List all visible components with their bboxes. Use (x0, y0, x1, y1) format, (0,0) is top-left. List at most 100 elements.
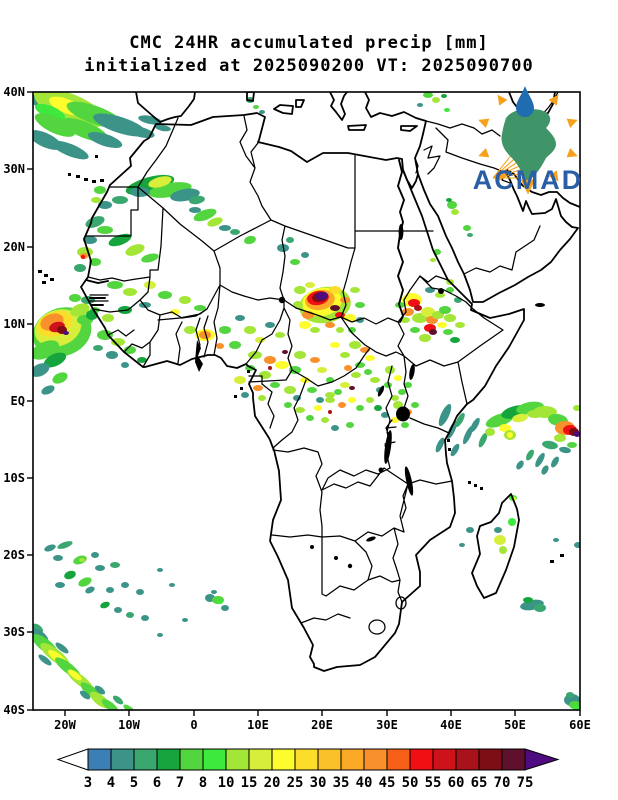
precip-cell (34, 113, 76, 137)
acmad-logo: ACMAD (473, 86, 584, 195)
precip-cell (551, 456, 559, 468)
precip-cell (321, 417, 329, 423)
precip-cell (534, 604, 546, 612)
precip-cell (63, 331, 69, 335)
precip-cell (57, 541, 73, 549)
lake-chad (278, 296, 286, 304)
y-tick-label: 40N (3, 85, 25, 99)
precip-cell (455, 412, 465, 428)
precip-cell (275, 361, 289, 369)
logo-arrow-icon (497, 94, 508, 106)
colorbar-tick-label: 45 (379, 775, 396, 791)
colorbar-tick-label: 6 (153, 775, 161, 791)
precip-cell (467, 233, 473, 237)
precip-cell (102, 314, 114, 322)
precip-cell (97, 330, 113, 340)
precip-cell (444, 108, 450, 112)
colorbar-tick-label: 3 (84, 775, 92, 791)
precip-cell (95, 565, 105, 571)
precip-cell (94, 685, 106, 695)
socotra-island (535, 303, 545, 307)
x-tick-label: 10W (118, 718, 140, 732)
colorbar: 3 4 5 6 7 8 10 15 20 25 30 35 40 45 50 55 60 65 70 75 (56, 748, 560, 791)
logo-text: ACMAD (473, 165, 584, 195)
colorbar-cell (340, 748, 365, 771)
precip-cell (85, 586, 95, 594)
precip-cell (286, 237, 294, 243)
precip-cell (79, 558, 85, 562)
precip-cell (253, 385, 263, 391)
precip-cell (89, 258, 101, 266)
precip-cell (459, 543, 465, 547)
precip-cell (574, 542, 580, 548)
precip-cell (507, 432, 513, 438)
precip-cell (329, 286, 341, 294)
okavango-pan (334, 556, 338, 560)
precip-cell (340, 352, 350, 358)
logo-arrow-ring-icon (478, 94, 578, 195)
y-axis-labels: 40N 30N 20N 10N EQ 10S 20S 30S 40S (3, 85, 33, 717)
colorbar-cell (478, 748, 503, 771)
precip-cell (294, 351, 306, 359)
precip-cell (446, 198, 452, 202)
precip-cell (554, 434, 566, 442)
precip-cell (535, 452, 545, 468)
colorbar-cell (156, 748, 181, 771)
y-tick-label: 10N (3, 317, 25, 331)
y-tick-label: 20S (3, 548, 25, 562)
precip-cell (64, 570, 76, 580)
logo-arrow-icon (548, 94, 559, 106)
colorbar-cell (409, 748, 434, 771)
precip-cell (478, 432, 488, 448)
x-tick-label: 20E (311, 718, 333, 732)
precip-cell (423, 92, 433, 98)
precip-cell (305, 282, 315, 288)
lake-kariba (366, 536, 376, 542)
precip-cell (365, 355, 375, 361)
precip-cell (295, 407, 305, 413)
precip-cell (125, 244, 145, 256)
precip-cell (463, 225, 471, 231)
colorbar-tick-label: 20 (264, 775, 281, 791)
precip-cell (284, 386, 296, 394)
precip-cell (114, 607, 122, 613)
border-lines (84, 92, 559, 624)
colorbar-cell (133, 748, 158, 771)
senegal-gambia-rivers (85, 279, 109, 306)
precip-cell (97, 226, 113, 234)
precip-cell (573, 405, 580, 411)
y-tick-label: 10S (3, 471, 25, 485)
colorbar-cell (271, 748, 296, 771)
colorbar-tick-label: 50 (402, 775, 419, 791)
colorbar-cell (455, 748, 480, 771)
precip-cell (340, 382, 350, 388)
precip-cell (282, 350, 288, 354)
x-axis-labels: 20W 10W 0 10E 20E 30E 40E 50E 60E (54, 710, 591, 732)
precip-cell (70, 303, 90, 317)
precip-cell (34, 103, 66, 121)
precip-cell (566, 692, 574, 698)
country-borders (84, 92, 559, 635)
precip-cell (553, 538, 559, 542)
precip-cell (207, 217, 223, 227)
y-tick-label: EQ (11, 394, 25, 408)
colorbar-tick-label: 35 (333, 775, 350, 791)
precip-cell (430, 258, 436, 262)
precip-cell (144, 281, 156, 289)
precip-cell (310, 327, 320, 333)
precip-cell (248, 351, 262, 359)
precip-cell (364, 369, 372, 375)
precip-cell (346, 422, 354, 428)
colorbar-cell (294, 748, 319, 771)
precip-cell (398, 389, 406, 395)
precip-cell (275, 332, 285, 338)
colorbar-tick-label: 4 (107, 775, 115, 791)
precip-cell (404, 382, 412, 388)
precip-cell (121, 362, 129, 368)
precip-cell (41, 385, 55, 395)
precip-cell (421, 307, 435, 317)
precip-cell (330, 305, 340, 311)
colorbar-tick-label: 10 (218, 775, 235, 791)
precip-cell (258, 395, 266, 401)
colorbar-underflow-arrow (56, 748, 89, 771)
